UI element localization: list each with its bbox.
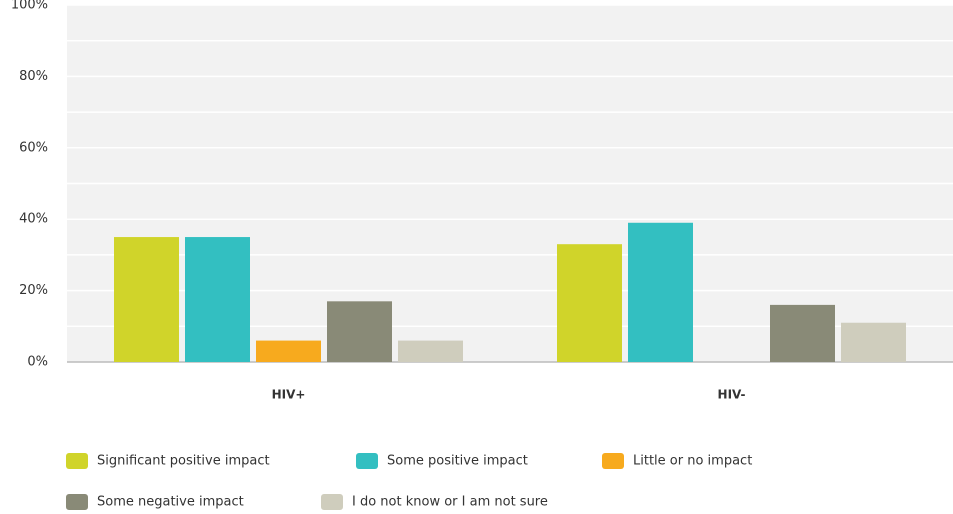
- bar: [628, 222, 693, 362]
- legend-swatch: [66, 494, 88, 510]
- y-tick-label: 0%: [27, 355, 48, 370]
- y-tick-label: 60%: [19, 140, 48, 155]
- bar: [114, 237, 179, 362]
- bar: [841, 322, 906, 362]
- bar: [770, 304, 835, 362]
- y-tick-label: 40%: [19, 212, 48, 227]
- legend-label: I do not know or I am not sure: [352, 495, 548, 510]
- bar: [185, 237, 250, 362]
- legend-label: Significant positive impact: [97, 454, 270, 469]
- legend-swatch: [602, 453, 624, 469]
- y-tick-label: 80%: [19, 69, 48, 84]
- bar: [327, 301, 392, 362]
- y-tick-label: 100%: [11, 0, 48, 13]
- legend-label: Some negative impact: [97, 495, 244, 510]
- x-tick-label: HIV+: [272, 388, 306, 402]
- y-tick-label: 20%: [19, 283, 48, 298]
- bar: [398, 340, 463, 362]
- legend-swatch: [356, 453, 378, 469]
- legend-swatch: [66, 453, 88, 469]
- bar: [557, 244, 622, 362]
- bar: [256, 340, 321, 362]
- legend-swatch: [321, 494, 343, 510]
- legend-label: Little or no impact: [633, 454, 752, 469]
- legend-label: Some positive impact: [387, 454, 528, 469]
- x-tick-label: HIV-: [718, 388, 746, 402]
